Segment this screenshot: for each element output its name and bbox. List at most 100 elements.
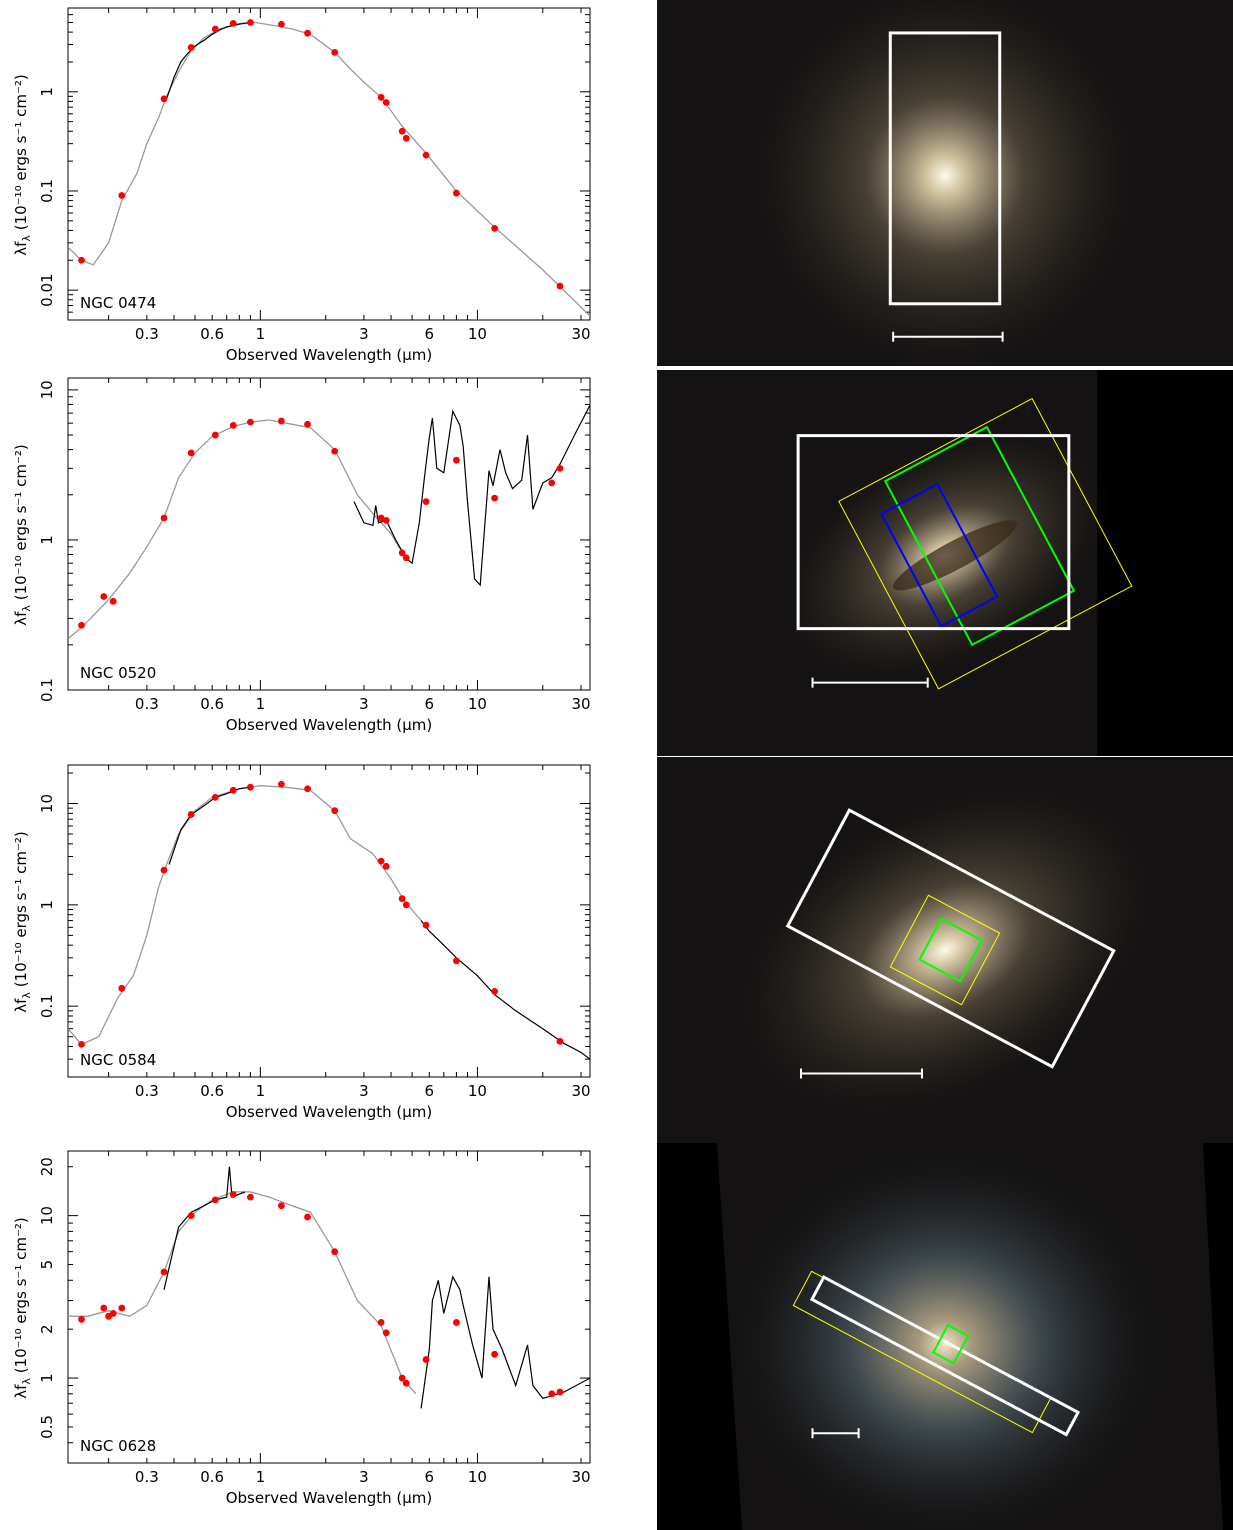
aperture-box (809, 1275, 1081, 1437)
y-tick-label: 0.1 (38, 179, 56, 203)
x-tick-label: 10 (468, 1082, 487, 1100)
x-tick-label: 6 (425, 1468, 435, 1486)
photometry-point (78, 621, 85, 629)
photometry-point (211, 1196, 219, 1204)
y-tick-label: 10 (38, 1206, 56, 1225)
photometry-point (398, 127, 406, 135)
galaxy-glow (725, 1144, 1165, 1530)
photometry-point (548, 1390, 556, 1398)
x-tick-label: 3 (359, 1468, 369, 1486)
x-tick-label: 6 (425, 325, 435, 343)
galaxy-label: NGC 0584 (80, 1051, 156, 1069)
x-tick-label: 1 (256, 695, 266, 713)
model-sed-line (68, 785, 422, 1046)
x-tick-label: 30 (571, 325, 590, 343)
dust-lane (892, 520, 1018, 591)
photometry-point (229, 19, 237, 27)
y-tick-label: 10 (38, 794, 56, 813)
photometry-point (277, 20, 285, 28)
photometry-point (377, 857, 385, 865)
photometry-point (491, 224, 499, 232)
photometry-point (452, 189, 460, 197)
no-data-region (1203, 1143, 1233, 1530)
sed-plot-0: 0.3 0.6 1 3 6 10 30 0.01 0.1 1 λfλ (10⁻¹⁰ ergs s⁻¹… (12, 7, 591, 364)
sed-plot-1: 0.3 0.6 1 3 6 10 30 0.1 1 10 λfλ (10⁻¹⁰ ergs s⁻¹ c… (12, 377, 591, 734)
photometry-point (277, 1202, 285, 1210)
photometry-point (160, 866, 168, 874)
y-axis-label: λfλ (10⁻¹⁰ ergs s⁻¹ cm⁻²) (12, 1217, 33, 1399)
x-tick-label: 6 (425, 1082, 435, 1100)
x-tick-label: 10 (468, 695, 487, 713)
photometry-point (100, 1304, 108, 1312)
photometry-point (402, 1379, 410, 1387)
no-data-region (657, 1143, 742, 1530)
photometry-point (304, 1213, 311, 1221)
aperture-box (889, 894, 1001, 1006)
x-tick-label: 0.3 (135, 325, 159, 343)
photometry-point (556, 464, 564, 472)
y-tick-label: 1 (38, 535, 56, 545)
photometry-point (556, 1037, 564, 1045)
photometry-point (398, 1374, 406, 1382)
model-sed-line (68, 21, 590, 317)
photometry-point (422, 498, 430, 506)
x-tick-label: 1 (256, 325, 266, 343)
photometry-point (382, 99, 390, 106)
photometry-point (304, 785, 311, 793)
y-tick-label: 0.01 (38, 273, 56, 306)
y-tick-label: 1 (38, 1373, 56, 1383)
x-tick-label: 0.3 (135, 695, 159, 713)
photometry-point (331, 807, 339, 815)
photometry-point (247, 19, 254, 26)
aperture-box (883, 425, 1076, 647)
photometry-point (118, 984, 126, 992)
photometry-point (78, 1040, 85, 1048)
photometry-point (229, 1191, 237, 1198)
photometry-point (78, 256, 85, 264)
galaxy-image-2 (657, 757, 1233, 1143)
aperture-box (796, 434, 1071, 631)
photometry-point (491, 494, 499, 502)
x-tick-label: 0.6 (200, 695, 224, 713)
photometry-point (382, 862, 390, 870)
x-tick-label: 1 (256, 1468, 266, 1486)
photometry-point (211, 793, 219, 801)
galaxy-label: NGC 0474 (80, 294, 156, 312)
x-tick-label: 3 (359, 325, 369, 343)
x-tick-label: 6 (425, 695, 435, 713)
photometry-point (377, 93, 385, 101)
photometry-point (277, 417, 285, 425)
photometry-point (422, 1356, 430, 1363)
aperture-box (888, 31, 1002, 306)
photometry-point (398, 895, 406, 903)
x-tick-label: 0.6 (200, 1468, 224, 1486)
photometry-point (402, 134, 410, 142)
photometry-point (109, 597, 117, 605)
aperture-box (880, 482, 999, 628)
photometry-point (422, 921, 430, 929)
photometry-point (187, 449, 195, 457)
x-tick-label: 0.3 (135, 1468, 159, 1486)
photometry-point (556, 282, 564, 290)
x-tick-label: 3 (359, 695, 369, 713)
observed-spectrum-line (166, 21, 251, 99)
observed-spectrum-line (168, 786, 251, 865)
galaxy-image-0 (657, 0, 1233, 366)
photometry-point (304, 29, 311, 37)
photometry-point (548, 479, 556, 487)
photometry-point (304, 420, 311, 428)
aperture-box (931, 1323, 970, 1365)
x-tick-label: 3 (359, 1082, 369, 1100)
x-axis-label: Observed Wavelength (μm) (226, 346, 433, 364)
photometry-point (118, 1304, 126, 1312)
photometry-point (491, 987, 499, 995)
photometry-point (398, 549, 406, 557)
galaxy-label: NGC 0520 (80, 664, 156, 682)
x-axis-label: Observed Wavelength (μm) (226, 1103, 433, 1121)
y-tick-label: 2 (38, 1324, 56, 1334)
x-tick-label: 1 (256, 1082, 266, 1100)
photometry-point (78, 1315, 85, 1323)
x-tick-label: 30 (571, 1082, 590, 1100)
photometry-point (247, 1193, 254, 1201)
aperture-box (785, 808, 1116, 1069)
